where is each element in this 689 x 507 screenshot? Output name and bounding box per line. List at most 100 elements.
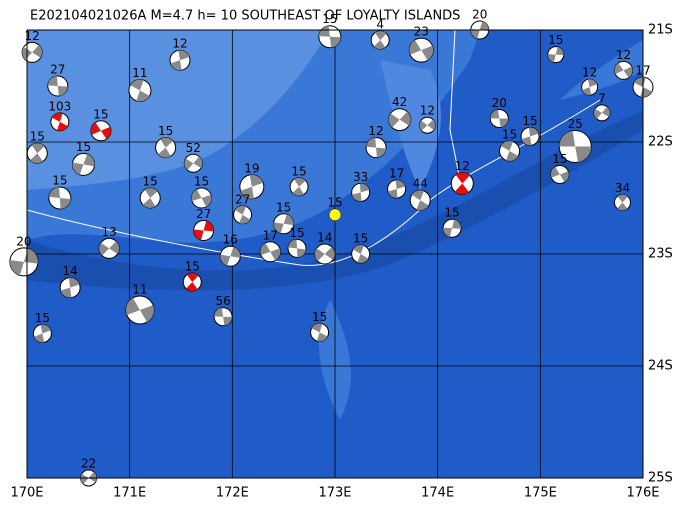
depth-label: 12	[616, 48, 631, 62]
compression	[555, 46, 564, 56]
depth-label: 13	[101, 225, 116, 239]
compression	[186, 282, 198, 292]
beachball	[408, 37, 434, 63]
compression	[60, 287, 72, 298]
compression	[454, 183, 469, 195]
beachball	[183, 153, 203, 173]
beachball	[520, 126, 540, 146]
compression	[376, 147, 387, 158]
depth-label: 20	[472, 8, 487, 22]
depth-label: 11	[132, 283, 147, 297]
depth-label: 17	[263, 228, 278, 242]
depth-label: 15	[312, 310, 327, 324]
compression	[139, 305, 154, 323]
compression	[136, 90, 150, 102]
depth-label: 20	[492, 96, 507, 110]
compression	[214, 307, 224, 317]
compression	[230, 246, 241, 258]
compression	[387, 189, 398, 199]
compression	[32, 45, 43, 58]
compression	[528, 127, 539, 137]
compression	[373, 40, 386, 50]
compression	[575, 146, 592, 163]
depth-label: 15	[322, 12, 337, 26]
compression	[500, 140, 514, 151]
compression	[297, 248, 306, 258]
compression	[201, 194, 212, 207]
compression	[68, 277, 80, 288]
depth-label: 11	[132, 66, 147, 80]
compression	[499, 118, 509, 128]
compression	[455, 172, 470, 184]
compression	[593, 108, 602, 120]
depth-label: 12	[420, 104, 435, 118]
depth-label: 56	[215, 294, 230, 308]
beachball	[558, 129, 592, 163]
depth-label: 12	[582, 66, 597, 80]
compression	[617, 194, 628, 203]
y-tick-label: 25S	[648, 471, 673, 486]
beachball	[182, 272, 202, 292]
beachball	[289, 177, 309, 197]
beachball	[418, 116, 436, 134]
depth-label: 16	[223, 233, 238, 247]
x-tick-label: 176E	[626, 486, 659, 501]
frame	[26, 29, 644, 479]
compression	[59, 198, 71, 209]
compression	[184, 158, 194, 171]
compression	[249, 174, 264, 187]
event-dot	[328, 208, 342, 222]
compression	[623, 66, 633, 78]
compression	[409, 40, 422, 55]
compression	[311, 323, 323, 333]
compression	[99, 242, 110, 256]
compression	[292, 186, 305, 196]
compression	[521, 136, 532, 146]
beachball	[489, 108, 509, 128]
compression	[83, 154, 95, 167]
compression	[547, 54, 556, 63]
beachball	[450, 171, 474, 195]
compression	[203, 220, 214, 232]
compression	[318, 25, 330, 37]
depth-label: 14	[62, 264, 77, 278]
compression	[359, 183, 370, 193]
depth-label: 52	[186, 141, 201, 155]
beachball	[351, 182, 371, 202]
depth-label: 20	[16, 234, 31, 248]
compression	[109, 241, 120, 255]
compression	[352, 245, 364, 254]
compression	[601, 106, 610, 117]
beachball	[239, 174, 265, 200]
beachball	[365, 137, 387, 159]
depth-label: 15	[93, 107, 108, 121]
depth-label: 12	[172, 37, 187, 51]
beachball	[155, 137, 177, 159]
compression	[90, 122, 101, 135]
depth-label: 15	[35, 311, 50, 325]
depth-label: 27	[50, 63, 65, 77]
x-tick-label: 170E	[10, 486, 43, 501]
compression	[239, 214, 251, 224]
beachball	[287, 238, 307, 258]
compression	[223, 316, 233, 326]
compression	[294, 177, 306, 187]
beachball	[47, 75, 69, 97]
compression	[72, 162, 84, 175]
depth-label: 42	[392, 95, 407, 109]
compression	[273, 222, 284, 234]
depth-label: 15	[158, 124, 173, 138]
compression	[490, 109, 500, 119]
beachball	[90, 120, 112, 142]
compression	[351, 192, 362, 202]
beachball	[193, 219, 215, 241]
beachball	[21, 41, 43, 63]
compression	[240, 186, 254, 199]
depth-label: 27	[196, 207, 211, 221]
beachball	[191, 187, 213, 209]
compression	[506, 150, 519, 161]
y-tick-label: 22S	[648, 135, 673, 150]
compression	[421, 45, 434, 61]
depth-label: 12	[24, 29, 39, 43]
beachball	[98, 237, 120, 259]
